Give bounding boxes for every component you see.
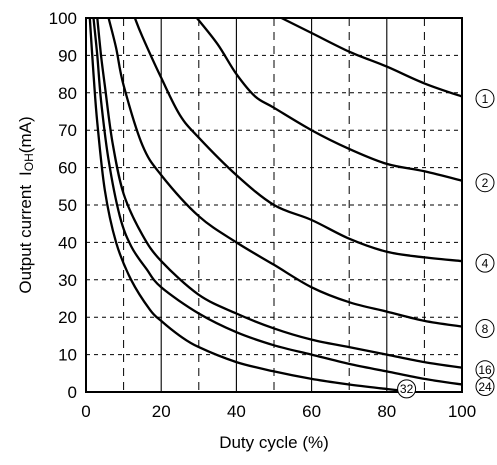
curve-label-1: 1 — [475, 89, 495, 109]
curve-label-2: 2 — [475, 173, 495, 193]
curve-label-circle — [475, 89, 495, 109]
y-axis-title-unit: (mA) — [16, 116, 35, 153]
y-axis-title-symbol: I — [16, 171, 35, 176]
series-line-32 — [88, 17, 406, 393]
curve-label-16: 16 — [475, 360, 495, 380]
y-tick-label: 70 — [58, 121, 77, 140]
x-tick-label: 60 — [302, 402, 321, 421]
curve-label-text: 4 — [482, 256, 489, 270]
series-line-16 — [96, 17, 463, 369]
y-tick-label: 60 — [58, 159, 77, 178]
curve-label-text: 24 — [478, 380, 492, 394]
curve-label-8: 8 — [475, 319, 495, 339]
y-tick-label: 30 — [58, 271, 77, 290]
series-line-8 — [107, 17, 463, 328]
y-tick-label: 10 — [58, 346, 77, 365]
curve-label-4: 4 — [475, 253, 495, 273]
curve-label-circle — [397, 379, 417, 399]
y-tick-label: 90 — [58, 46, 77, 65]
y-axis-title-subscript: OH — [22, 153, 36, 171]
y-tick-label: 40 — [58, 233, 77, 252]
y-tick-label: 100 — [49, 9, 77, 28]
y-axis-title-text: Output current — [16, 185, 35, 294]
series-line-2 — [196, 17, 463, 182]
curve-label-text: 1 — [482, 92, 489, 106]
curve-label-32: 32 — [397, 379, 417, 399]
y-tick-label: 20 — [58, 308, 77, 327]
curve-label-text: 32 — [400, 382, 414, 396]
curve-label-text: 8 — [482, 322, 489, 336]
curve-label-24: 24 — [475, 377, 495, 397]
series-line-24 — [92, 17, 463, 386]
curve-label-circle — [475, 319, 495, 339]
x-tick-label: 80 — [377, 402, 396, 421]
series-line-1 — [280, 16, 463, 98]
curve-label-text: 16 — [478, 363, 492, 377]
y-tick-label: 0 — [68, 383, 77, 402]
x-tick-label: 40 — [227, 402, 246, 421]
x-tick-label: 0 — [81, 402, 90, 421]
curve-label-circle — [475, 253, 495, 273]
series-curves — [88, 16, 463, 393]
plot-frame — [85, 17, 463, 393]
y-tick-label: 50 — [58, 196, 77, 215]
x-axis-title: Duty cycle (%) — [219, 433, 329, 452]
series-line-4 — [133, 17, 463, 263]
y-tick-label: 80 — [58, 84, 77, 103]
curve-label-text: 2 — [482, 176, 489, 190]
x-tick-label: 20 — [152, 402, 171, 421]
curve-label-circle — [475, 173, 495, 193]
tick-labels: 0 20 40 60 80 100 0 10 20 30 40 50 60 70 80 90 100 — [49, 9, 477, 421]
y-axis-title: Output current IOH(mA) — [16, 116, 36, 293]
curve-label-circle — [475, 377, 495, 397]
x-tick-label: 100 — [448, 402, 476, 421]
